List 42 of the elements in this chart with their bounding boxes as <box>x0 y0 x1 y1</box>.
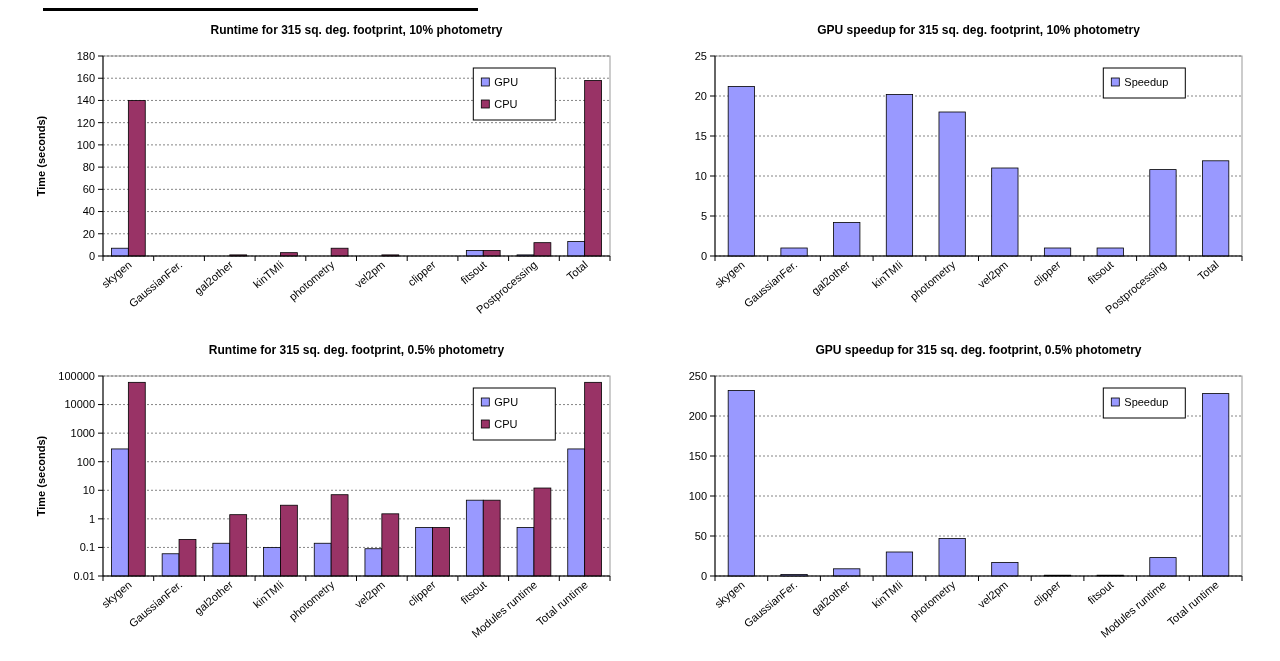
y-tick-label: 0.1 <box>79 541 95 554</box>
legend-label: CPU <box>494 98 518 110</box>
y-tick-label: 1000 <box>70 426 95 439</box>
y-tick-label: 0 <box>700 569 707 582</box>
y-tick-label: 25 <box>694 49 707 62</box>
y-tick-label: 0 <box>88 249 95 262</box>
y-tick-label: 100 <box>688 489 707 502</box>
y-tick-label: 160 <box>76 72 95 85</box>
y-tick-label: 15 <box>694 129 707 142</box>
y-tick-label: 100000 <box>58 369 95 382</box>
y-tick-label: 5 <box>700 209 707 222</box>
y-tick-label: 0.01 <box>73 569 95 582</box>
y-tick-label: 140 <box>76 94 95 107</box>
y-tick-label: 20 <box>694 89 707 102</box>
chart-title: Runtime for 315 sq. deg. footprint, 0.5% photometry <box>208 343 505 357</box>
legend-label: GPU <box>494 76 519 88</box>
y-tick-label: 40 <box>82 205 95 218</box>
y-tick-label: 50 <box>694 529 707 542</box>
chart-title: GPU speedup for 315 sq. deg. footprint, 10% photometry <box>817 23 1141 37</box>
y-tick-label: 20 <box>82 227 95 240</box>
y-axis-title: Time (seconds) <box>35 435 47 517</box>
y-tick-label: 200 <box>688 409 707 422</box>
y-tick-label: 120 <box>76 116 95 129</box>
legend-label: Speedup <box>1124 396 1169 408</box>
y-tick-label: 100 <box>76 455 95 468</box>
legend-label: CPU <box>494 418 518 430</box>
y-tick-label: 1 <box>88 512 95 525</box>
y-tick-label: 10000 <box>64 398 95 411</box>
legend-label: Speedup <box>1124 76 1169 88</box>
y-axis-title: Time (seconds) <box>35 115 47 197</box>
chart-title: Runtime for 315 sq. deg. footprint, 10% photometry <box>210 23 503 37</box>
y-tick-label: 80 <box>82 160 95 173</box>
y-tick-label: 10 <box>694 169 707 182</box>
y-tick-label: 180 <box>76 49 95 62</box>
y-tick-label: 0 <box>700 249 707 262</box>
y-tick-label: 150 <box>688 449 707 462</box>
y-tick-label: 10 <box>82 484 95 497</box>
y-tick-label: 250 <box>688 369 707 382</box>
legend-label: GPU <box>494 396 519 408</box>
chart-title: GPU speedup for 315 sq. deg. footprint, 0.5% photometry <box>815 343 1142 357</box>
y-tick-label: 100 <box>76 138 95 151</box>
y-tick-label: 60 <box>82 183 95 196</box>
